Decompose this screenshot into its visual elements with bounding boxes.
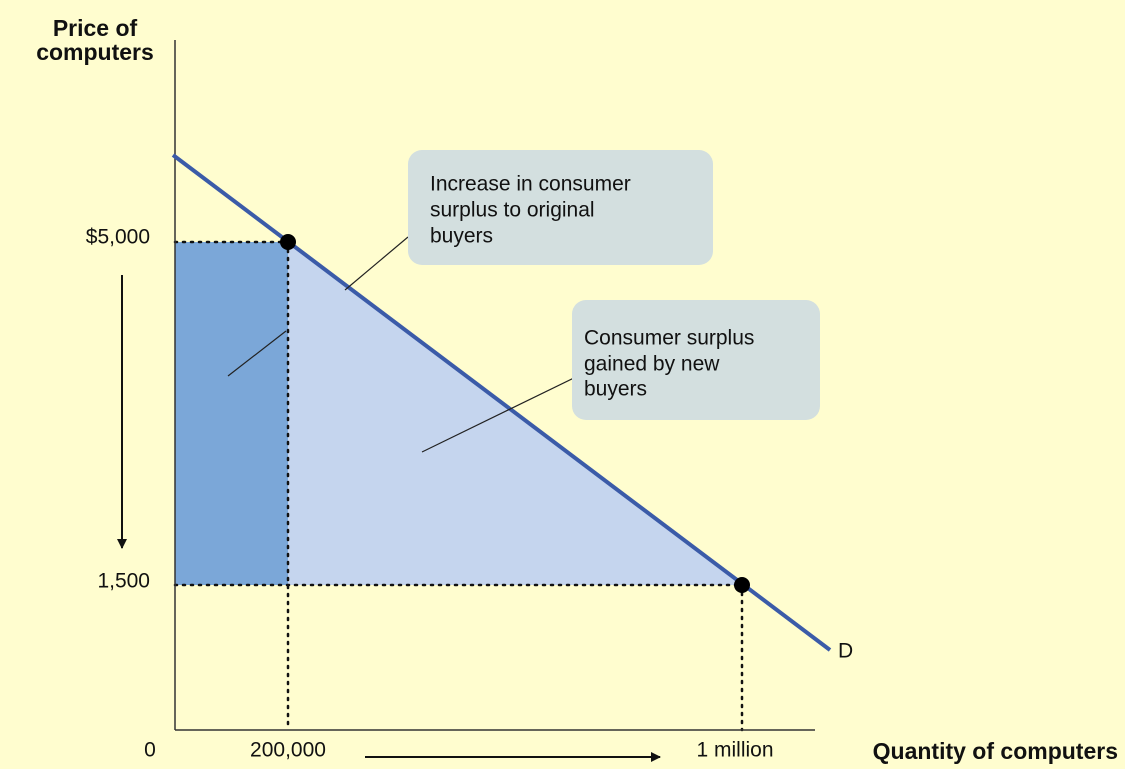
callout-box xyxy=(572,300,820,420)
leader-line xyxy=(344,236,409,291)
original-buyers-surplus xyxy=(175,242,288,585)
y-axis-label: Price of xyxy=(53,15,138,41)
curve-label: D xyxy=(838,640,853,663)
y-tick-label: 1,500 xyxy=(97,570,150,593)
x-tick-label: 200,000 xyxy=(250,739,326,762)
leader-line xyxy=(421,374,581,453)
callout-text: buyers xyxy=(584,378,647,401)
x-tick-label: 1 million xyxy=(696,739,773,762)
callout-text: gained by new xyxy=(584,353,720,376)
leader-line xyxy=(227,330,287,377)
callout-text: buyers xyxy=(430,225,493,248)
x-axis-label: Quantity of computers xyxy=(873,738,1118,764)
x-tick-label: 0 xyxy=(144,739,156,762)
y-tick-label: $5,000 xyxy=(86,226,150,249)
callout-text: Consumer surplus xyxy=(584,327,754,350)
y-axis-label: computers xyxy=(36,39,154,65)
point xyxy=(280,234,296,250)
callout-box xyxy=(408,150,713,265)
point xyxy=(734,577,750,593)
callout-text: Increase in consumer xyxy=(430,173,631,196)
callout-text: surplus to original xyxy=(430,199,595,222)
